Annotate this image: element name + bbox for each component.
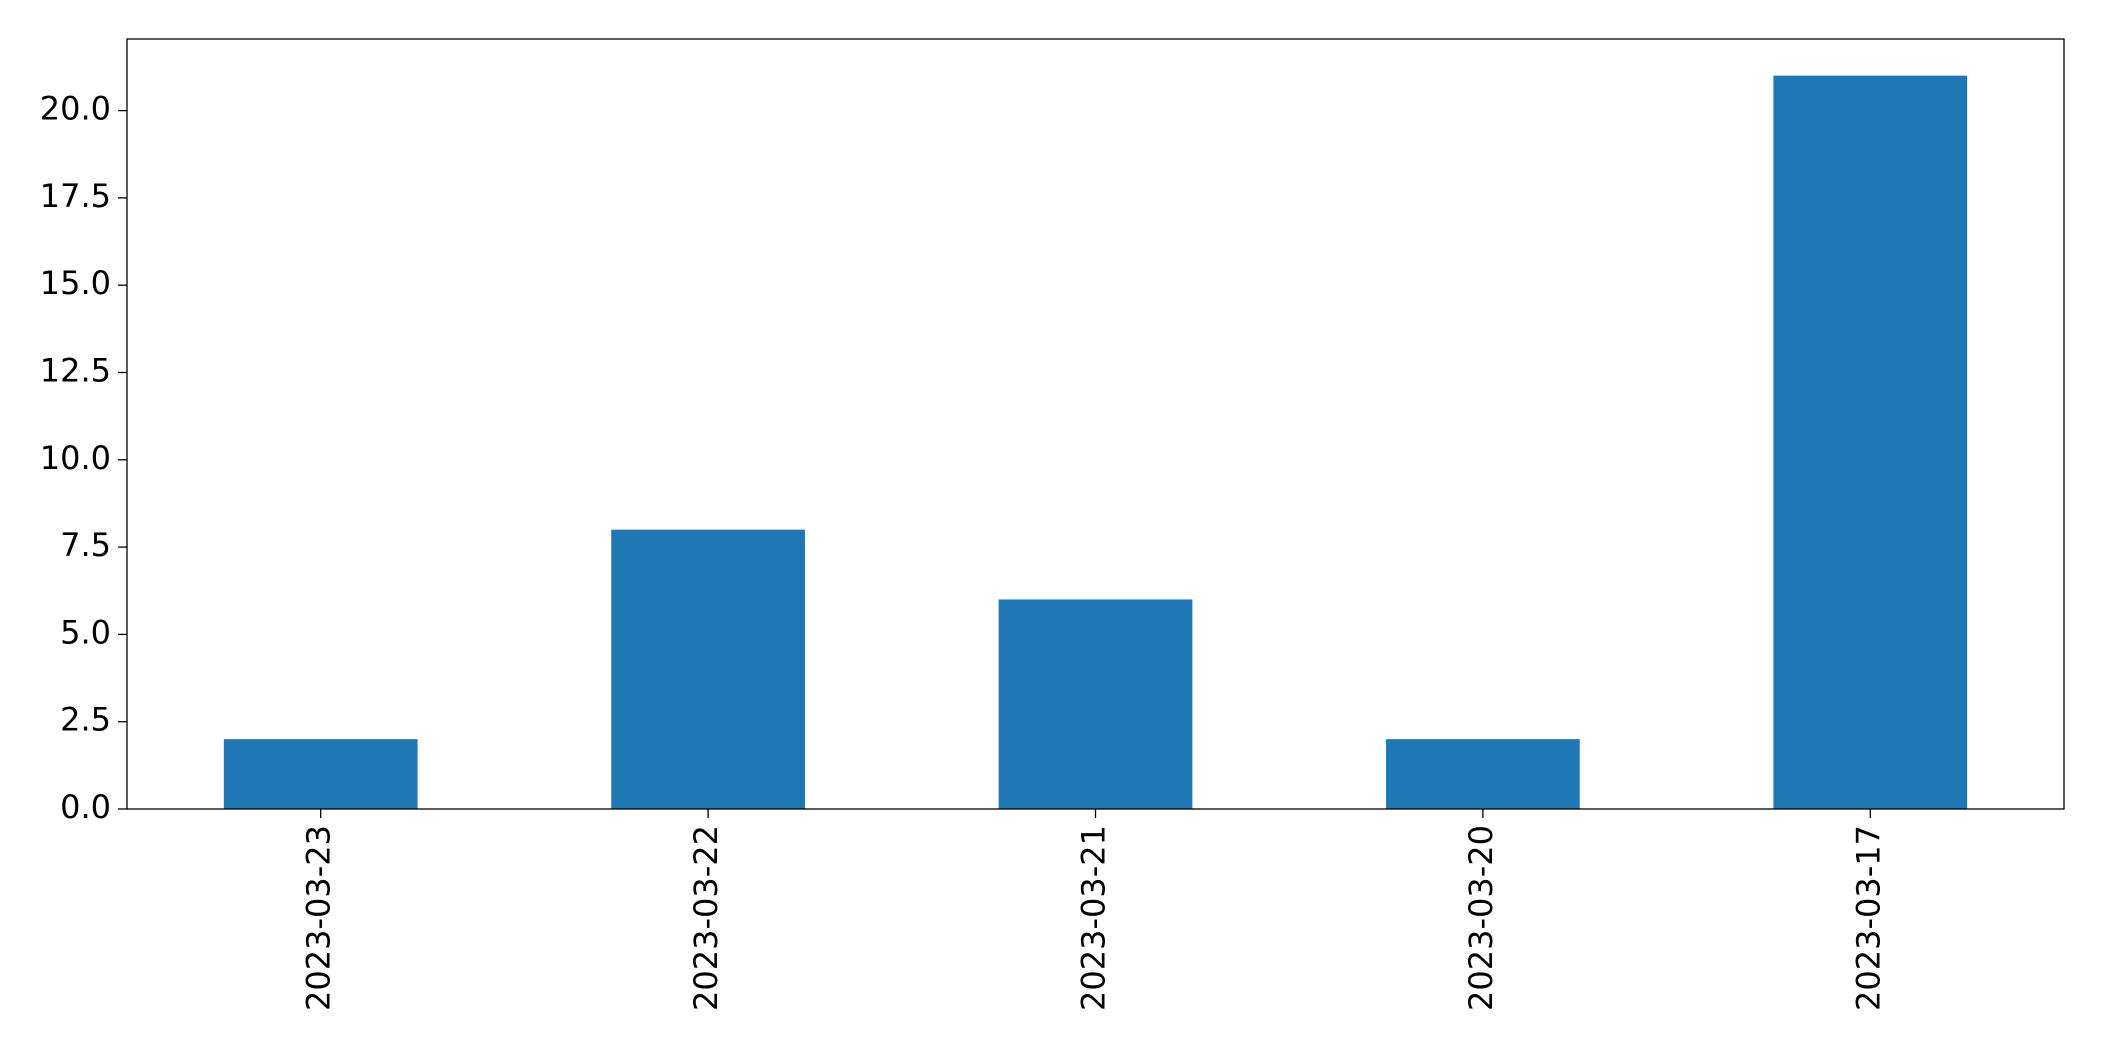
plot-frame xyxy=(126,38,2065,810)
bar xyxy=(223,739,418,809)
bar xyxy=(1773,75,1968,809)
bar xyxy=(998,599,1193,809)
y-tick-label: 2.5 xyxy=(60,701,111,739)
x-tick-label: 2023-03-20 xyxy=(1462,825,1500,1011)
x-tick-label: 2023-03-21 xyxy=(1075,825,1113,1011)
y-tick-label: 12.5 xyxy=(40,351,111,389)
x-tick-label: 2023-03-22 xyxy=(687,825,725,1011)
y-tick-label: 20.0 xyxy=(40,90,111,128)
y-tick-label: 17.5 xyxy=(40,177,111,215)
y-tick-label: 15.0 xyxy=(40,264,111,302)
y-tick-label: 5.0 xyxy=(60,613,111,651)
x-tick-label: 2023-03-23 xyxy=(300,825,338,1011)
y-tick-label: 10.0 xyxy=(40,439,111,477)
y-tick-label: 0.0 xyxy=(60,788,111,826)
x-tick-label: 2023-03-17 xyxy=(1849,825,1887,1011)
y-tick-label: 7.5 xyxy=(60,526,111,564)
bar xyxy=(1386,739,1580,809)
bar xyxy=(611,529,805,809)
